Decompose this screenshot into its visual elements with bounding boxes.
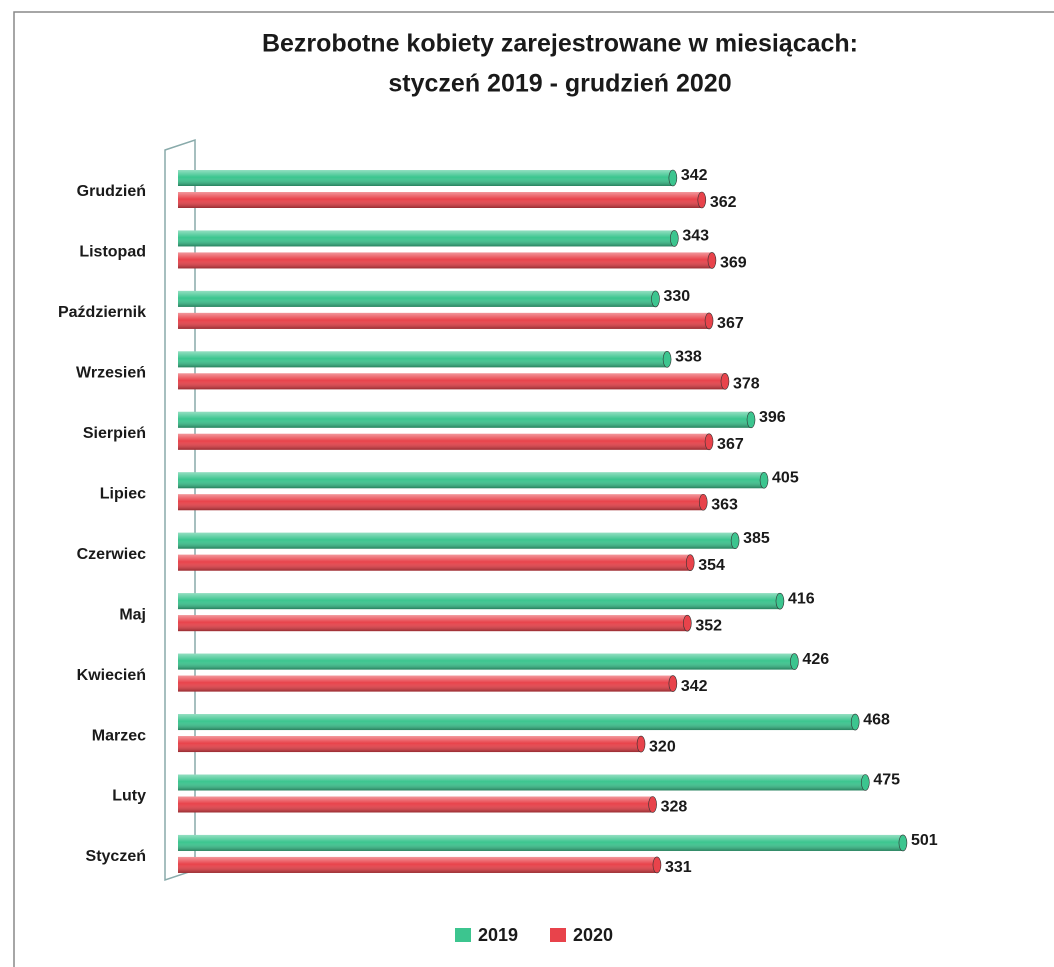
bar-cap [775, 592, 785, 610]
bar-cap [746, 411, 756, 429]
category-label: Grudzień [77, 183, 146, 200]
bar-shade [178, 252, 712, 269]
value-label: 367 [717, 315, 744, 332]
category-label: Kwiecień [77, 667, 146, 684]
bar-shade [178, 170, 673, 186]
bar-cap [648, 796, 657, 813]
bar-cap [698, 493, 708, 511]
category-label: Sierpień [83, 425, 146, 442]
value-label: 342 [681, 167, 708, 184]
bar-shade [178, 714, 856, 731]
bar-cap [697, 191, 707, 209]
category-label: Październik [58, 304, 146, 321]
chart-subtitle: styczeń 2019 - grudzień 2020 [388, 70, 731, 98]
value-label: 342 [681, 678, 708, 695]
category-label: Wrzesień [76, 365, 146, 382]
bar-shade [178, 653, 795, 670]
bar-cap [790, 653, 799, 670]
bar-cap [707, 252, 717, 269]
value-label: 369 [720, 255, 747, 272]
bar-shade [178, 615, 688, 632]
bar-cap [898, 834, 908, 852]
bar-cap [652, 856, 662, 874]
bar-cap [685, 554, 695, 572]
category-label: Lipiec [100, 485, 146, 502]
bar-cap [670, 230, 679, 247]
legend-label: 2019 [478, 925, 518, 945]
category-label: Luty [112, 788, 146, 805]
frame [13, 11, 1054, 967]
bar-shade [178, 675, 673, 692]
category-label: Maj [119, 606, 146, 623]
bar-shade [178, 351, 668, 368]
bar-shade [178, 796, 653, 813]
bar-shade [178, 472, 765, 489]
bar-cap [850, 713, 860, 731]
value-label: 378 [733, 376, 760, 393]
bar-shade [178, 736, 642, 753]
value-label: 362 [710, 194, 737, 211]
bar-shade [178, 312, 710, 329]
bar-shade [178, 494, 704, 511]
bar-cap [730, 532, 740, 550]
bar-shade [178, 433, 710, 450]
bar-shade [178, 856, 657, 873]
value-label: 475 [873, 772, 900, 789]
value-label: 426 [802, 651, 829, 668]
legend-label: 2020 [573, 925, 613, 945]
value-label: 330 [664, 288, 691, 305]
bar-shade [178, 834, 903, 851]
bar-shade [178, 593, 780, 610]
bar-shade [178, 554, 691, 571]
bar-shade [178, 411, 752, 428]
value-label: 405 [772, 469, 799, 486]
bar-cap [704, 312, 714, 330]
category-label: Marzec [92, 727, 146, 744]
value-label: 363 [711, 496, 738, 513]
category-label: Czerwiec [77, 546, 146, 563]
value-label: 328 [661, 799, 688, 816]
value-label: 352 [695, 617, 722, 634]
bar-cap [720, 373, 730, 390]
bar-shade [178, 532, 736, 549]
value-label: 338 [675, 349, 702, 366]
value-label: 354 [698, 557, 725, 574]
value-label: 416 [788, 590, 815, 607]
legend-swatch [455, 928, 471, 942]
bar-cap [662, 351, 672, 368]
bar-shade [178, 192, 702, 208]
bar-cap [636, 735, 646, 753]
category-label: Listopad [79, 244, 146, 261]
value-label: 385 [743, 530, 770, 547]
category-label: Styczeń [86, 848, 146, 865]
bar-cap [861, 774, 870, 791]
value-label: 396 [759, 409, 786, 426]
value-label: 320 [649, 738, 676, 755]
bar-cap [668, 169, 678, 187]
bar-cap [683, 614, 692, 632]
value-label: 367 [717, 436, 744, 453]
bar-cap [759, 471, 769, 489]
bar-shade [178, 373, 725, 390]
value-label: 331 [665, 859, 692, 876]
bar-shade [178, 774, 866, 791]
bar-shade [178, 290, 656, 307]
value-label: 501 [911, 832, 938, 849]
bar-shade [178, 230, 675, 247]
value-label: 343 [682, 228, 709, 245]
chart-title: Bezrobotne kobiety zarejestrowane w mies… [262, 30, 858, 58]
bar-cap [651, 290, 660, 308]
bar-cap [668, 675, 678, 692]
bar-cap [704, 433, 714, 451]
legend-swatch [550, 928, 566, 942]
value-label: 468 [863, 711, 890, 728]
